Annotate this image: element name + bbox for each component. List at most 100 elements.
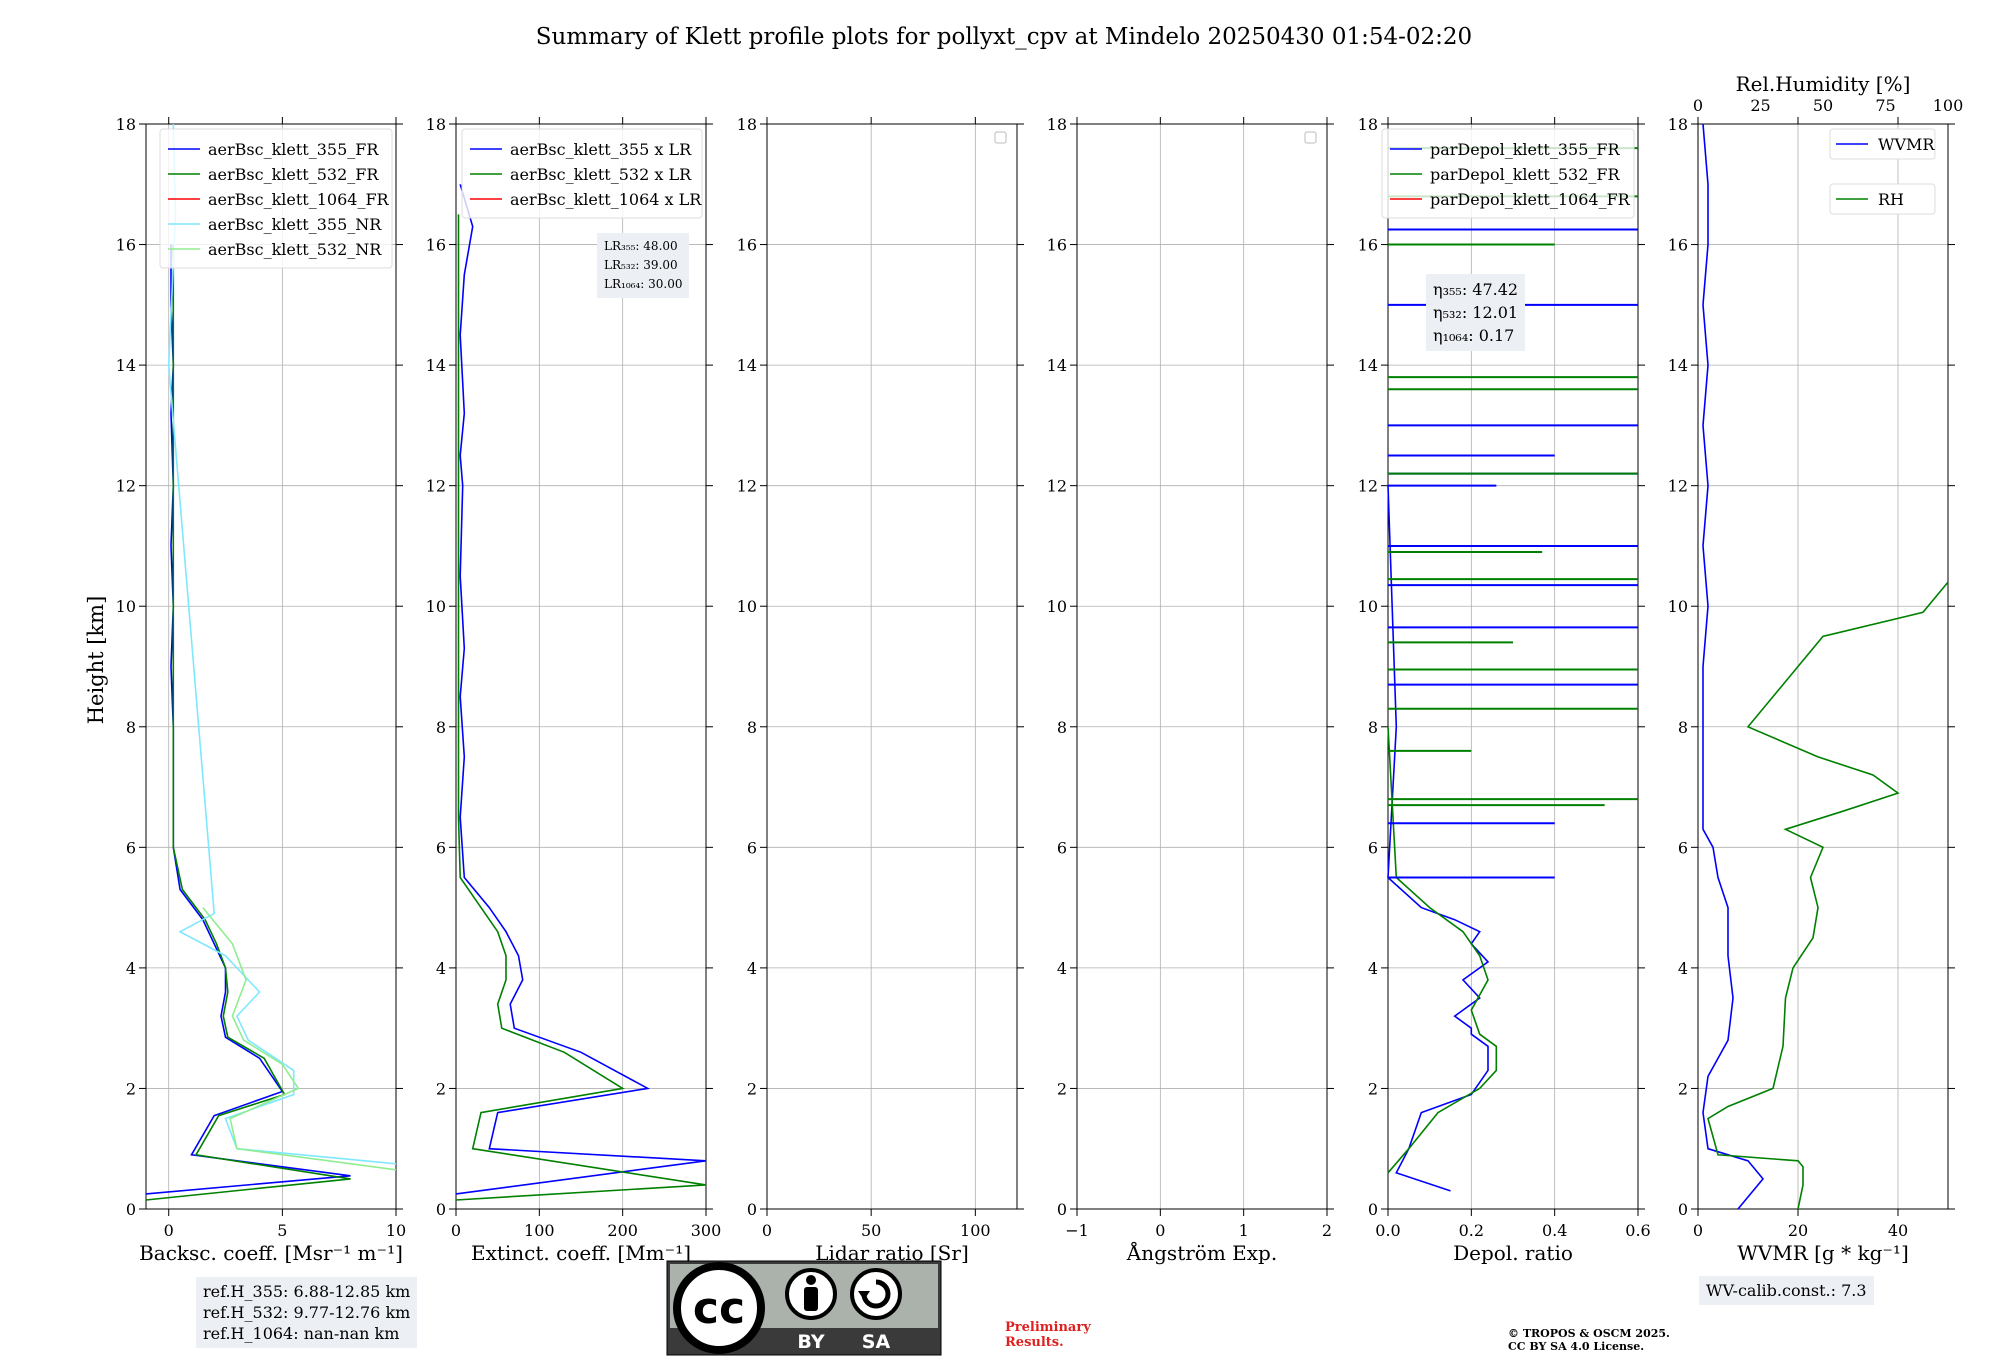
y-tick-label: 0: [436, 1200, 446, 1219]
x-tick-label: −1: [1065, 1221, 1089, 1240]
legend-rh: RH: [1829, 183, 1936, 215]
y-tick-label: 18: [1668, 115, 1688, 134]
legend-wvmr: WVMR: [1829, 128, 1936, 160]
eta355-value: η₃₅₅: 47.42: [1433, 280, 1519, 299]
series-wvmr: [1702, 123, 1765, 1210]
x-tick-label: 100: [524, 1221, 555, 1240]
top-tick-label: 75: [1875, 96, 1895, 115]
lr1064-value: LR₁₀₆₄: 30.00: [604, 277, 683, 291]
x-axis-label: Extinct. coeff. [Mm⁻¹]: [471, 1241, 691, 1265]
legend-label: aerBsc_klett_532 x LR: [510, 165, 692, 184]
svg-text:cc: cc: [693, 1283, 745, 1334]
ref-height-1064: ref.H_1064: nan-nan km: [203, 1324, 400, 1343]
y-tick-label: 8: [1678, 718, 1688, 737]
axes-frame: [1387, 123, 1639, 1210]
series-aerbsc-klett-532-fr: [145, 244, 351, 1201]
y-tick-label: 4: [1368, 959, 1378, 978]
copyright-line-2: CC BY SA 4.0 License.: [1508, 1340, 1645, 1353]
ref-height-355: ref.H_355: 6.88-12.85 km: [203, 1282, 411, 1301]
legend-depol: parDepol_klett_355_FR parDepol_klett_532_…: [1381, 128, 1635, 219]
series-aerbsc-klett-355-nr: [167, 123, 397, 1165]
x-axis-label: Ångström Exp.: [1126, 1240, 1277, 1265]
y-tick-label: 8: [1368, 718, 1378, 737]
y-tick-label: 12: [1668, 477, 1688, 496]
x-tick-label: 0: [164, 1221, 174, 1240]
legend-label: aerBsc_klett_355 x LR: [510, 140, 692, 159]
legend-label: parDepol_klett_1064_FR: [1430, 190, 1631, 209]
axes-frame: [1697, 123, 1949, 1210]
series-pardepol-klett-355-fr: [1387, 485, 1490, 1192]
y-tick-label: 10: [426, 597, 446, 616]
top-axis-label: Rel.Humidity [%]: [1736, 72, 1911, 96]
x-tick-label: 10: [386, 1221, 406, 1240]
axes-frame: [1076, 123, 1328, 1210]
y-tick-label: 14: [1358, 356, 1378, 375]
series-aerbsc-klett-355-fr: [145, 244, 351, 1195]
empty-legend-box: [994, 131, 1007, 144]
x-tick-label: 5: [277, 1221, 287, 1240]
y-tick-label: 12: [737, 477, 757, 496]
y-tick-label: 10: [1668, 597, 1688, 616]
legend-box: [1829, 128, 1936, 160]
x-tick-label: 2: [1322, 1221, 1332, 1240]
x-axis-label: Depol. ratio: [1453, 1241, 1573, 1265]
axes-frame: [145, 123, 397, 1210]
y-tick-label: 18: [426, 115, 446, 134]
svg-text:SA: SA: [862, 1331, 891, 1353]
y-tick-label: 10: [116, 597, 136, 616]
x-tick-label: 1: [1239, 1221, 1249, 1240]
svg-text:BY: BY: [797, 1331, 824, 1353]
y-tick-label: 6: [1057, 838, 1067, 857]
copyright-note: © TROPOS & OSCM 2025. CC BY SA 4.0 Licen…: [1508, 1327, 1670, 1353]
x-tick-label: 40: [1888, 1221, 1908, 1240]
legend-box: [159, 128, 393, 269]
preliminary-note: Preliminary Results.: [1005, 1320, 1091, 1350]
x-axis-label: Backsc. coeff. [Msr⁻¹ m⁻¹]: [139, 1241, 403, 1265]
chart-title: Summary of Klett profile plots for polly…: [536, 24, 1472, 50]
y-tick-label: 4: [1057, 959, 1067, 978]
legend-label: aerBsc_klett_355_NR: [208, 215, 382, 234]
y-tick-label: 0: [747, 1200, 757, 1219]
x-tick-label: 100: [960, 1221, 991, 1240]
top-tick-label: 0: [1693, 96, 1703, 115]
legend-label: parDepol_klett_355_FR: [1430, 140, 1621, 159]
legend-box: [461, 128, 703, 219]
y-tick-label: 0: [1678, 1200, 1688, 1219]
series-aerbsc-klett-532-x-lr: [455, 214, 707, 1201]
y-tick-label: 16: [116, 236, 136, 255]
y-tick-label: 10: [1358, 597, 1378, 616]
y-tick-label: 8: [747, 718, 757, 737]
x-tick-label: 0.4: [1542, 1221, 1567, 1240]
y-tick-label: 2: [436, 1079, 446, 1098]
eta532-value: η₅₃₂: 12.01: [1433, 303, 1519, 322]
y-tick-label: 14: [426, 356, 446, 375]
y-tick-label: 6: [1368, 838, 1378, 857]
eta-values-box: η₃₅₅: 47.42 η₅₃₂: 12.01 η₁₀₆₄: 0.17: [1426, 274, 1526, 351]
y-tick-label: 12: [116, 477, 136, 496]
y-tick-label: 0: [126, 1200, 136, 1219]
x-tick-label: 20: [1788, 1221, 1808, 1240]
y-tick-label: 8: [436, 718, 446, 737]
y-tick-label: 4: [1678, 959, 1688, 978]
y-tick-label: 12: [426, 477, 446, 496]
y-tick-label: 2: [1057, 1079, 1067, 1098]
legend-label: parDepol_klett_532_FR: [1430, 165, 1621, 184]
y-tick-label: 18: [1047, 115, 1067, 134]
y-tick-label: 0: [1368, 1200, 1378, 1219]
y-tick-label: 2: [1678, 1079, 1688, 1098]
x-tick-label: 0: [1693, 1221, 1703, 1240]
legend-label: aerBsc_klett_532_FR: [208, 165, 379, 184]
copyright-line-1: © TROPOS & OSCM 2025.: [1508, 1327, 1670, 1340]
y-tick-label: 6: [747, 838, 757, 857]
y-tick-label: 10: [737, 597, 757, 616]
x-tick-label: 0: [1155, 1221, 1165, 1240]
lr532-value: LR₅₃₂: 39.00: [604, 258, 678, 272]
x-tick-label: 300: [691, 1221, 722, 1240]
wv-calibration-value: WV-calib.const.: 7.3: [1706, 1281, 1867, 1300]
legend-label: WVMR: [1878, 135, 1935, 154]
